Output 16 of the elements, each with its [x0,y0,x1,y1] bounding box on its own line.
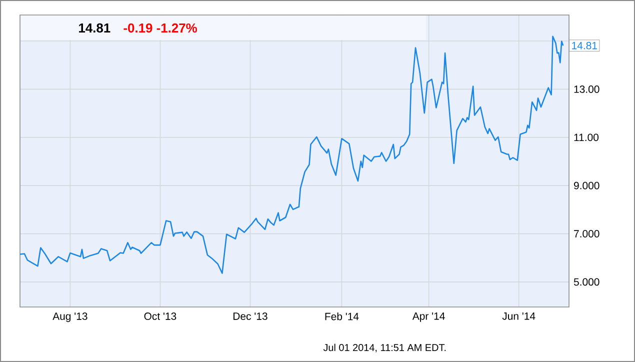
annotation: 14.81 [572,42,597,50]
y-tick-label: 13.00 [574,86,600,93]
x-tick-label: Dec '13 [234,312,268,320]
x-tick-label: Aug '13 [52,312,88,322]
x-tick-label: Jun '14 [502,312,536,320]
y-tick-label: 5.000 [574,278,600,286]
text: -0.19 -1.27% [124,23,197,33]
y-tick-label: 11.00 [574,134,599,142]
text: Jul 01 2014, 11:51 AM EDT. [323,344,446,352]
y-tick-label: 9.000 [574,182,600,190]
y-tick-label: 7.000 [574,230,600,238]
x-tick-label: Oct '13 [144,312,176,320]
x-tick-label: Feb '14 [325,312,359,320]
x-tick-label: Apr '14 [412,312,445,322]
text: 14.81 [79,23,110,33]
line-series [19,36,564,274]
